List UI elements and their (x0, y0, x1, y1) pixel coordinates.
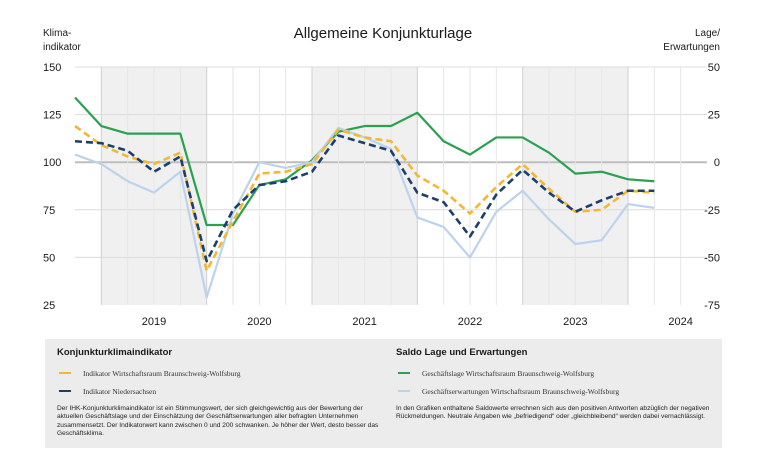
legend-heading-climate: Konjunkturklimaindikator (57, 347, 173, 358)
legend-swatch-navy-dashed (59, 390, 71, 392)
right-tick-label: 25 (708, 110, 720, 122)
x-tick-label: 2023 (563, 316, 587, 328)
legend-item-geschaeftserwartungen: Geschäftserwartungen Wirtschaftsraum Bra… (396, 382, 716, 400)
left-tick-label: 25 (43, 300, 55, 312)
series-line-0 (74, 96, 655, 227)
right-tick-label: -50 (704, 252, 720, 264)
legend-swatch-yellow-dashed (59, 372, 71, 374)
x-tick-label: 2019 (142, 316, 166, 328)
left-tick-label: 150 (43, 62, 61, 74)
left-tick-label: 125 (43, 110, 61, 122)
legend-heading-saldo: Saldo Lage und Erwartungen (396, 347, 528, 358)
legend-note-saldo: In den Grafiken enthaltene Saldowerte er… (396, 405, 710, 421)
left-tick-label: 50 (43, 252, 55, 264)
right-tick-label: 50 (708, 62, 720, 74)
legend-climate-indicator: Konjunkturklimaindikator Indikator Wirts… (57, 347, 379, 439)
series-line-2 (74, 124, 655, 273)
left-tick-label: 100 (43, 157, 61, 169)
legend-saldo: Saldo Lage und Erwartungen Geschäftslage… (396, 347, 716, 422)
legend-label: Indikator Niedersachsen (83, 386, 157, 396)
left-axis-label-line2: indikator (43, 42, 81, 53)
right-tick-label: -25 (704, 205, 720, 217)
x-tick-label: 2024 (668, 316, 692, 328)
legend-swatch-lightblue (398, 390, 410, 392)
legend-label: Geschäftserwartungen Wirtschaftsraum Bra… (422, 386, 620, 396)
x-tick-label: 2021 (352, 316, 376, 328)
chart-title: Allgemeine Konjunkturlage (294, 25, 472, 42)
right-axis-label-line2: Erwartungen (663, 42, 720, 53)
chart: 150 125 100 75 50 25 50 25 0 -25 -50 -75 2019 2020 202… (43, 25, 720, 328)
legend-panel: Konjunkturklimaindikator Indikator Wirts… (45, 339, 722, 448)
legend-swatch-green (398, 372, 410, 374)
series-line-3 (74, 134, 655, 263)
x-tick-label: 2020 (247, 316, 271, 328)
legend-label: Indikator Wirtschaftsraum Braunschweig-W… (83, 368, 241, 378)
legend-item-indikator-bs-wob: Indikator Wirtschaftsraum Braunschweig-W… (57, 364, 377, 382)
legend-note-climate: Der IHK-Konjunkturklimaindikator ist ein… (57, 405, 379, 438)
right-tick-label: 0 (714, 157, 720, 169)
legend-item-geschaeftslage: Geschäftslage Wirtschaftsraum Braunschwe… (396, 364, 716, 382)
right-tick-label: -75 (704, 300, 720, 312)
legend-label: Geschäftslage Wirtschaftsraum Braunschwe… (422, 368, 595, 378)
x-tick-label: 2022 (458, 316, 482, 328)
left-tick-label: 75 (43, 205, 55, 217)
right-axis-label-line1: Lage/ (695, 28, 720, 39)
left-axis-label-line1: Klima- (43, 28, 71, 39)
legend-item-indikator-niedersachsen: Indikator Niedersachsen (57, 382, 377, 400)
